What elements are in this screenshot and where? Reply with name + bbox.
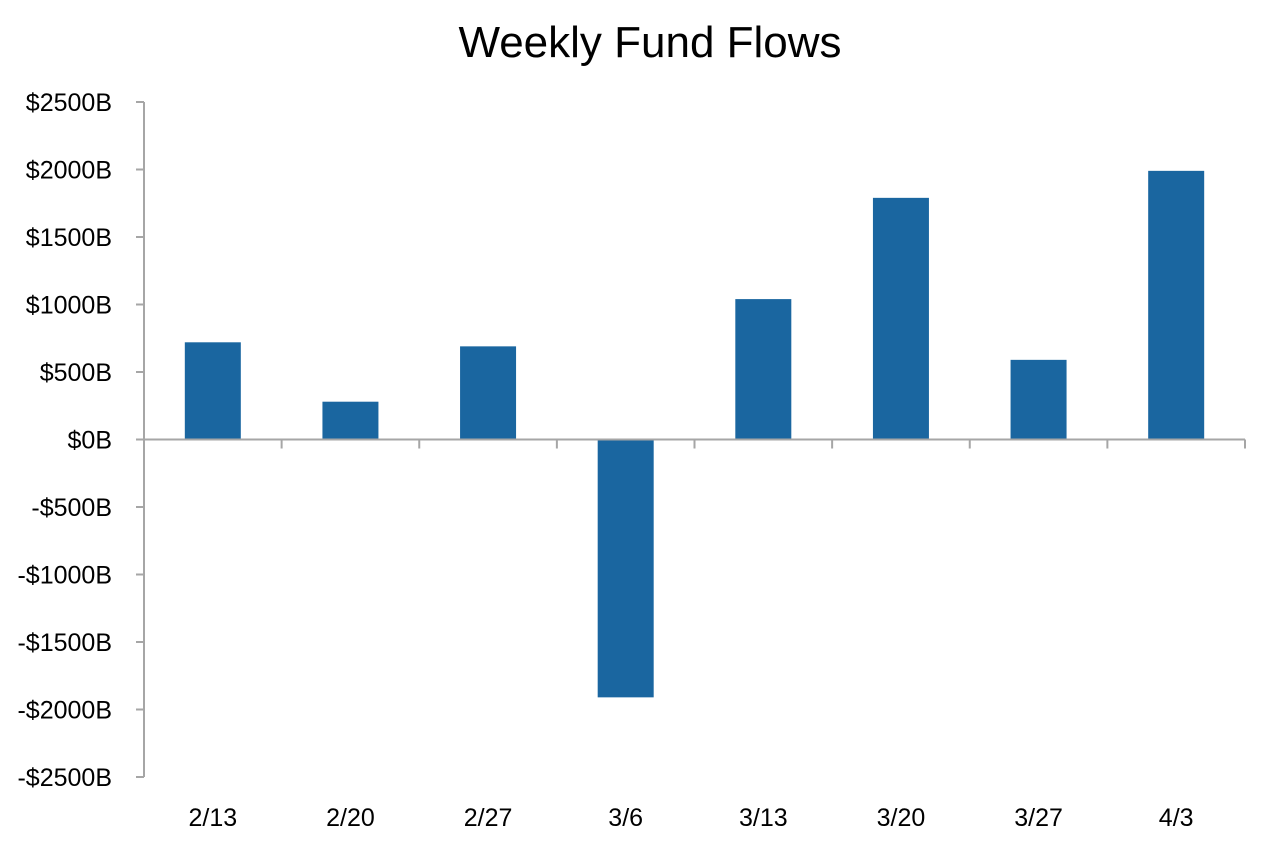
y-tick-label: -$1000B bbox=[17, 562, 112, 590]
bar-4-3 bbox=[1148, 170, 1205, 440]
x-tick-label: 3/20 bbox=[877, 804, 926, 832]
bar-3-13 bbox=[735, 299, 792, 440]
y-axis: $2500B $2000B $1500B $1000B $500B $0B -$500B -$… bbox=[17, 89, 145, 792]
x-tick-label: 2/13 bbox=[188, 804, 237, 832]
x-tick-label: 4/3 bbox=[1159, 804, 1194, 832]
y-tick-label: $0B bbox=[68, 427, 112, 455]
y-tick-label: -$500B bbox=[31, 494, 112, 522]
y-tick-label: $1000B bbox=[26, 292, 112, 320]
x-tick-label: 2/20 bbox=[326, 804, 375, 832]
x-axis: 2/13 2/20 2/27 3/6 3/13 3/20 3/27 4/3 bbox=[143, 438, 1246, 832]
x-tick-label: 3/13 bbox=[739, 804, 788, 832]
x-tick-label: 3/27 bbox=[1014, 804, 1063, 832]
bar-3-27 bbox=[1010, 359, 1067, 440]
y-tick-label: $2500B bbox=[26, 89, 112, 117]
y-tick-label: -$2500B bbox=[17, 764, 112, 792]
bars bbox=[184, 170, 1205, 698]
bar-2-27 bbox=[460, 346, 517, 440]
y-tick-label: $500B bbox=[40, 359, 112, 387]
x-tick-label: 3/6 bbox=[608, 804, 643, 832]
bar-3-6 bbox=[597, 439, 654, 698]
y-tick-label: $2000B bbox=[26, 157, 112, 185]
y-tick-label: -$1500B bbox=[17, 629, 112, 657]
y-tick-label: $1500B bbox=[26, 224, 112, 252]
bar-2-13 bbox=[184, 342, 241, 440]
bar-3-20 bbox=[872, 197, 929, 440]
bar-2-20 bbox=[322, 401, 379, 440]
x-tick-label: 2/27 bbox=[464, 804, 513, 832]
y-tick-label: -$2000B bbox=[17, 697, 112, 725]
chart-title: Weekly Fund Flows bbox=[458, 18, 842, 67]
